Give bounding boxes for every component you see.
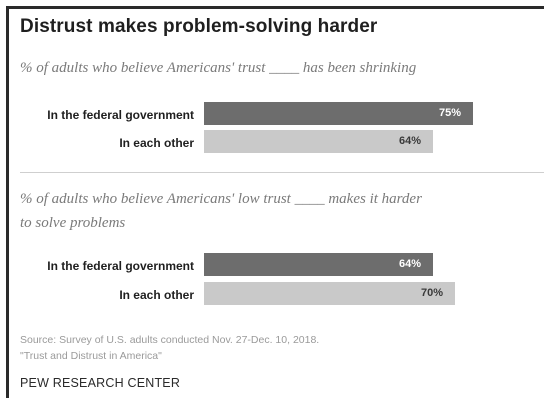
pew-brand-logo: PEW RESEARCH CENTER — [20, 376, 181, 390]
panel2-subtitle-line1: % of adults who believe Americans' low t… — [20, 191, 422, 207]
panel1-label-each-other: In each other — [119, 136, 194, 150]
panel2-value-each-other: 70% — [420, 287, 443, 299]
panel1-value-each-other: 64% — [398, 135, 421, 147]
panel1-bar-government: 75% — [204, 102, 473, 125]
panel1-bar-each-other: 64% — [204, 130, 433, 153]
panel2-subtitle-line2: to solve problems — [20, 215, 126, 231]
chart-frame — [6, 6, 544, 398]
chart-title: Distrust makes problem-solving harder — [20, 16, 378, 37]
panel2-bar-government: 64% — [204, 253, 433, 276]
panel1-label-government: In the federal government — [47, 108, 194, 122]
source-note: Source: Survey of U.S. adults conducted … — [20, 334, 320, 346]
panel2-label-government: In the federal government — [47, 259, 194, 273]
panel2-label-each-other: In each other — [119, 288, 194, 302]
panel2-value-government: 64% — [398, 258, 421, 270]
panel1-value-government: 75% — [438, 107, 461, 119]
panel1-subtitle: % of adults who believe Americans' trust… — [20, 60, 417, 76]
panel2-bar-each-other: 70% — [204, 282, 455, 305]
panel-divider — [20, 172, 544, 173]
source-report-title: "Trust and Distrust in America" — [20, 350, 162, 362]
